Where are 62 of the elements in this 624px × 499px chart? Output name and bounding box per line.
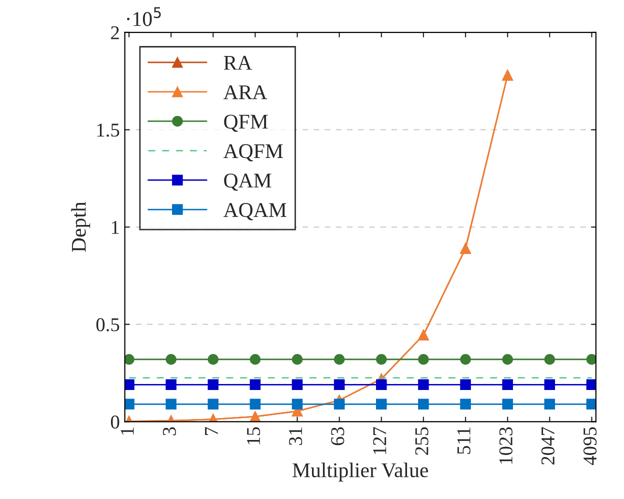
point	[208, 354, 219, 365]
y-tick-label: 2	[111, 26, 119, 40]
x-tick-label: 15	[247, 427, 260, 444]
legend-label: RA	[224, 56, 252, 70]
point	[292, 354, 303, 365]
point	[166, 398, 176, 410]
point	[544, 379, 556, 390]
legend-label: ARA	[223, 85, 268, 100]
point	[586, 354, 596, 365]
point	[166, 354, 176, 365]
x-tick-label: 31	[289, 428, 302, 446]
x-tick-label: 3	[162, 427, 176, 436]
text: ·10$^{5}$	[127, 7, 161, 26]
point	[334, 354, 345, 365]
point	[250, 379, 261, 390]
point	[586, 379, 596, 390]
point	[502, 398, 513, 410]
legend-label: AQAM	[223, 203, 286, 220]
point	[292, 379, 303, 390]
point	[544, 398, 556, 410]
point	[124, 354, 134, 365]
y-tick-label: 1.5	[97, 124, 120, 137]
point	[460, 354, 471, 365]
point	[418, 354, 429, 365]
x-tick-label: 2047	[541, 427, 555, 465]
x-tick-label: 255	[415, 427, 428, 455]
legend-label: QFM	[224, 114, 268, 132]
point	[586, 398, 596, 410]
point	[124, 398, 134, 410]
point	[292, 398, 303, 410]
point	[166, 379, 176, 390]
x-axis-title: Multiplier Value	[292, 462, 428, 482]
point	[376, 354, 387, 365]
point	[334, 379, 345, 390]
x-tick-label: 127	[373, 427, 386, 454]
point	[208, 379, 219, 390]
legend-label: AQFM	[223, 144, 283, 162]
point	[250, 398, 261, 410]
point	[418, 398, 429, 410]
legend-label: QAM	[224, 174, 272, 191]
x-tick-label: 511	[457, 428, 470, 454]
point	[334, 398, 345, 410]
point	[376, 379, 387, 390]
x-tick-label: 7	[205, 427, 218, 435]
x-tick-label: 1	[120, 428, 134, 435]
y-tick-label: 0.5	[96, 318, 120, 332]
point	[250, 354, 261, 365]
y-tick-label: 1	[112, 220, 119, 234]
point	[502, 379, 513, 390]
x-tick-label: 1023	[499, 427, 512, 464]
point	[418, 379, 429, 390]
point	[460, 379, 471, 390]
point	[376, 398, 387, 410]
point	[124, 379, 134, 390]
point	[208, 398, 219, 410]
x-tick-label: 63	[331, 427, 344, 446]
x-tick-label: 4095	[583, 427, 597, 466]
point	[544, 354, 556, 365]
y-tick-label: 0	[110, 415, 120, 429]
point	[460, 398, 471, 410]
point	[502, 354, 513, 365]
y-axis-title: Depth	[71, 202, 90, 252]
